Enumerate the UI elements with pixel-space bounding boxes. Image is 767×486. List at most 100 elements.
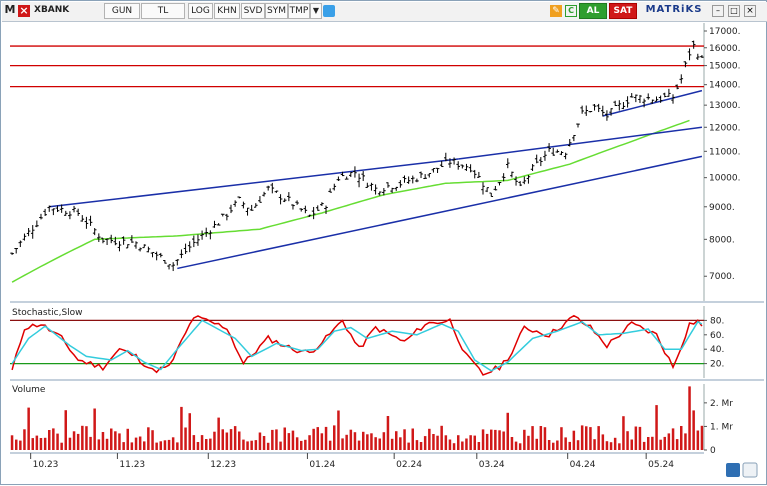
volume-bar: [552, 442, 555, 450]
twitter-icon[interactable]: [323, 5, 335, 17]
ohlc-bar: [514, 176, 518, 186]
volume-bar: [395, 431, 398, 450]
ohlc-bar: [357, 173, 361, 188]
symbol-field[interactable]: XBANK: [34, 5, 70, 15]
volume-bar: [597, 426, 600, 450]
ohlc-bar: [299, 208, 304, 212]
price-tick-label: 10000.: [709, 174, 741, 184]
dropdown-arrow-icon[interactable]: ▼: [310, 3, 322, 19]
ohlc-bar: [97, 233, 101, 242]
volume-bar: [572, 430, 576, 450]
stochastic-panel: Stochastic,Slow 20. 40. 60. 80.: [10, 306, 764, 381]
ohlc-bar: [555, 149, 560, 153]
stochastic-slow-line: [11, 319, 703, 372]
volume-bar: [341, 438, 344, 450]
volume-bar: [374, 437, 377, 450]
volume-bar: [138, 436, 142, 450]
volume-bar: [601, 434, 605, 450]
ohlc-bar: [332, 183, 337, 191]
volume-bar: [225, 432, 229, 450]
volume-bar: [217, 417, 220, 450]
ohlc-bar: [361, 171, 365, 181]
volume-bar: [494, 429, 497, 450]
stochastic-tick-label: 40.: [710, 345, 724, 355]
ohlc-bar: [464, 163, 469, 171]
volume-bar: [258, 432, 262, 450]
ohlc-bar: [419, 171, 423, 179]
ohlc-bar: [683, 61, 688, 68]
chart-controls: [726, 462, 758, 478]
volume-bar: [671, 428, 675, 450]
ohlc-bar: [472, 169, 477, 179]
volume-bar: [39, 438, 43, 450]
close-symbol-icon[interactable]: ×: [18, 4, 30, 17]
volume-bar: [399, 437, 402, 450]
edit-icon[interactable]: ✎: [550, 5, 562, 17]
restore-icon[interactable]: □: [728, 5, 740, 17]
svd-button[interactable]: SVD: [241, 3, 265, 19]
ohlc-bar: [580, 105, 584, 114]
volume-bar: [266, 442, 270, 450]
volume-bar: [357, 440, 361, 450]
volume-bar: [403, 429, 406, 450]
sync-icon[interactable]: [726, 463, 740, 477]
sym-button[interactable]: SYM: [265, 3, 288, 19]
volume-bar: [188, 413, 191, 450]
refresh-c-icon[interactable]: C: [565, 5, 577, 17]
volume-bar: [345, 434, 348, 450]
volume-bar: [159, 441, 162, 450]
volume-bar: [56, 433, 59, 450]
ohlc-bar: [534, 154, 539, 164]
ohlc-bar: [489, 192, 494, 197]
chart-settings-icon[interactable]: [742, 462, 758, 478]
ohlc-bar: [605, 110, 609, 121]
menu-m-button[interactable]: M: [4, 3, 16, 16]
minimize-icon[interactable]: –: [712, 5, 724, 17]
buy-button[interactable]: AL: [579, 3, 607, 19]
sell-button[interactable]: SAT: [609, 3, 637, 19]
volume-bar: [97, 439, 101, 450]
tmp-button[interactable]: TMP: [288, 3, 310, 19]
ohlc-bar: [650, 99, 655, 104]
volume-bar: [163, 440, 167, 450]
ohlc-bar: [167, 264, 171, 270]
volume-bar: [72, 431, 76, 450]
ohlc-bar: [584, 105, 589, 116]
ohlc-bar: [146, 246, 151, 253]
period-button[interactable]: GUN: [104, 3, 140, 19]
volume-bar: [167, 439, 171, 450]
ohlc-bar: [539, 157, 543, 167]
trendline: [458, 126, 703, 160]
ohlc-bar: [402, 175, 407, 183]
ohlc-bar: [398, 180, 403, 188]
ohlc-bar: [662, 92, 667, 98]
ohlc-bar: [311, 206, 316, 220]
ohlc-bar: [76, 208, 80, 216]
volume-bar: [684, 433, 687, 450]
close-window-icon[interactable]: ×: [744, 5, 756, 17]
ohlc-bar: [522, 176, 527, 185]
volume-bar: [680, 426, 683, 450]
ohlc-bar: [282, 198, 287, 203]
ohlc-bar: [369, 182, 374, 191]
ohlc-bar: [121, 236, 126, 245]
volume-bar: [407, 442, 410, 450]
volume-bar: [461, 441, 464, 450]
x-tick-label: 02.24: [396, 460, 422, 470]
ohlc-bar: [394, 186, 399, 191]
currency-button[interactable]: TL: [141, 3, 185, 19]
volume-bar: [576, 440, 580, 450]
ohlc-bar: [175, 259, 180, 266]
ohlc-bar: [35, 220, 39, 228]
volume-bar: [568, 441, 571, 450]
ohlc-bar: [435, 167, 440, 174]
khn-button[interactable]: KHN: [214, 3, 240, 19]
ohlc-bar: [654, 96, 659, 102]
volume-bar: [101, 432, 105, 450]
ohlc-bar: [547, 143, 551, 152]
volume-bar: [308, 435, 311, 450]
ohlc-bar: [295, 200, 299, 205]
log-button[interactable]: LOG: [188, 3, 213, 19]
volume-bar: [539, 426, 543, 450]
